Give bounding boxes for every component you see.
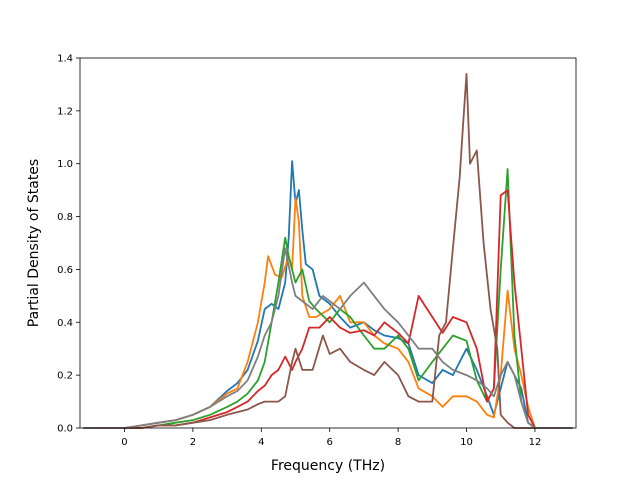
x-tick-label: 4 <box>258 437 264 448</box>
y-tick-label: 0.8 <box>57 212 73 223</box>
x-tick-label: 12 <box>529 437 542 448</box>
series-layer <box>83 73 573 429</box>
series-line-4 <box>83 189 573 429</box>
plot-area <box>80 58 576 428</box>
y-axis-label: Partial Density of States <box>26 159 42 327</box>
series-line-1 <box>83 160 573 429</box>
x-tick-label: 2 <box>190 437 196 448</box>
x-axis-label: Frequency (THz) <box>271 458 385 474</box>
y-tick-label: 0.0 <box>57 424 73 435</box>
series-line-6 <box>83 247 573 429</box>
x-tick-label: 6 <box>327 437 333 448</box>
y-tick-label: 1.4 <box>57 54 73 65</box>
ticks-layer: 0 2 4 6 8 10 12 0.0 0.2 0.4 0.6 0.8 1.0 1.2 1.4 <box>57 54 541 449</box>
plot-frame <box>79 57 577 429</box>
y-tick-label: 0.2 <box>57 371 73 382</box>
series-line-5 <box>83 73 573 429</box>
y-tick-label: 0.6 <box>57 265 73 276</box>
x-tick-label: 8 <box>395 437 401 448</box>
x-tick-label: 10 <box>460 437 473 448</box>
y-tick-label: 1.2 <box>57 106 73 117</box>
y-tick-label: 1.0 <box>57 159 73 170</box>
x-tick-label: 0 <box>121 437 127 448</box>
series-line-2 <box>83 197 573 429</box>
y-tick-label: 0.4 <box>57 318 73 329</box>
